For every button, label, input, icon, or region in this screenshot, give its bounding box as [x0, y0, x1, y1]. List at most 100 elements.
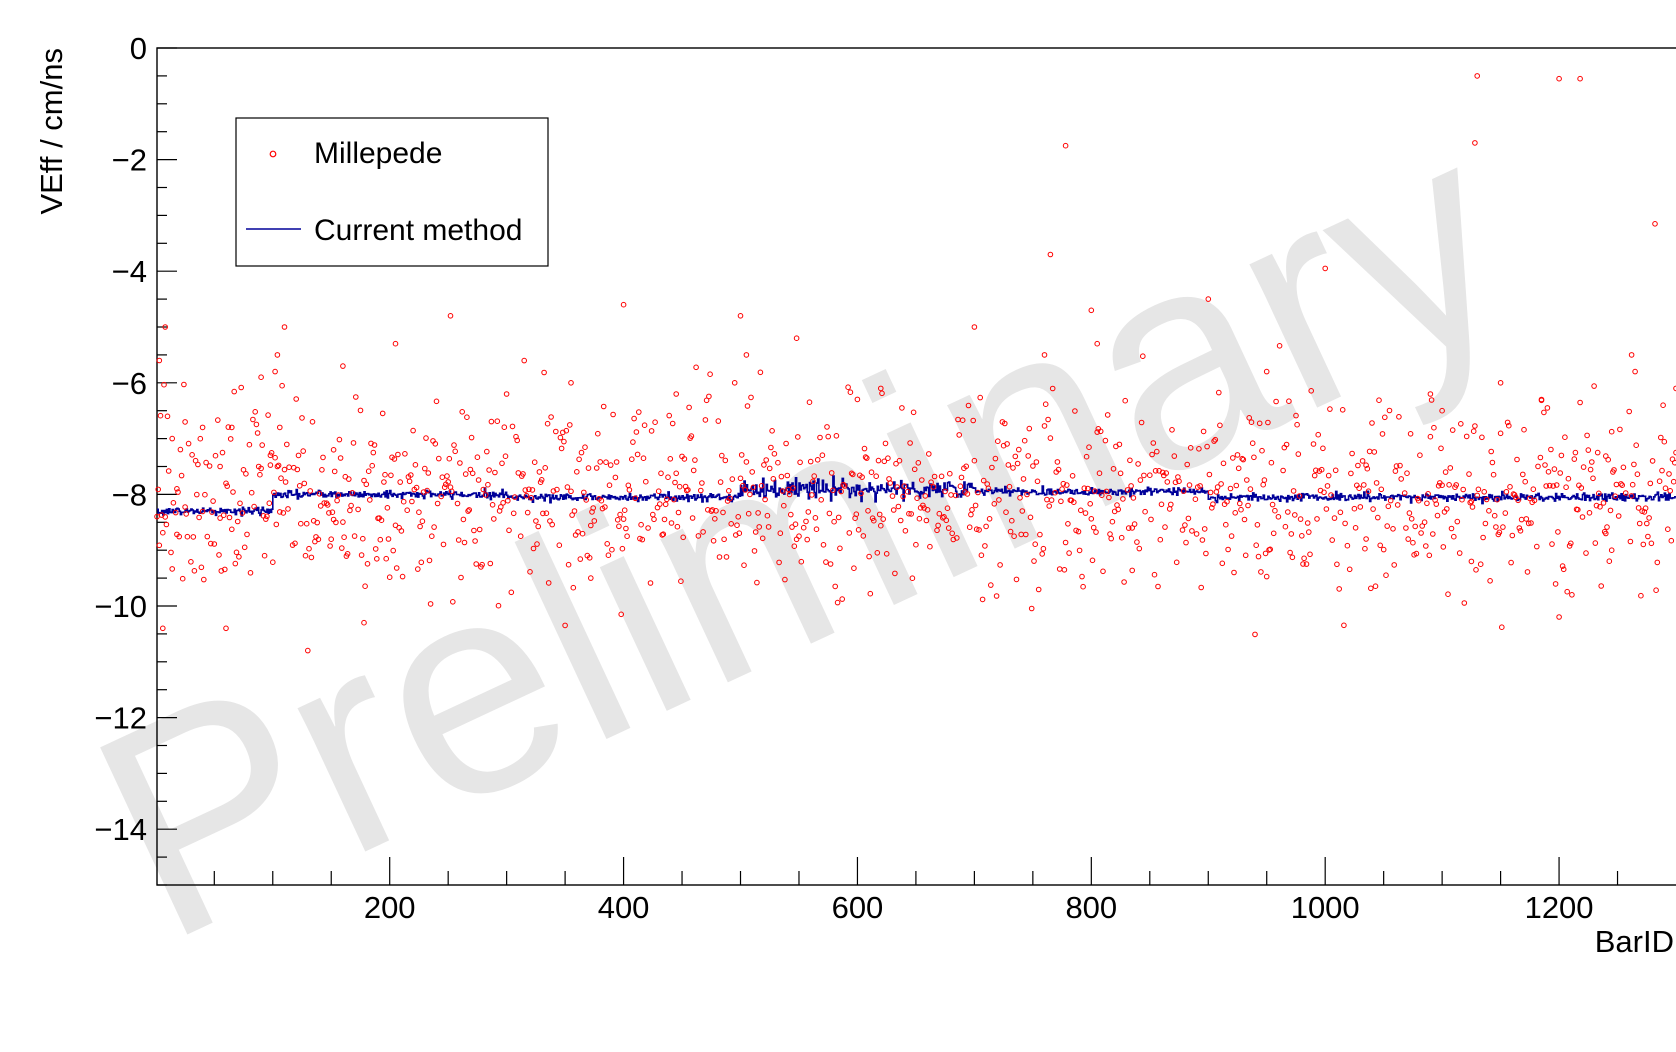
millepede-point [175, 489, 181, 495]
millepede-point [1006, 483, 1013, 490]
millepede-point [1242, 552, 1249, 559]
millepede-point [1263, 368, 1270, 375]
y-tick-label: 0 [130, 31, 147, 66]
millepede-point [1232, 510, 1238, 516]
millepede-point [1483, 496, 1490, 503]
millepede-point [620, 301, 627, 308]
millepede-point [524, 509, 531, 516]
millepede-point [1497, 430, 1504, 437]
millepede-point [936, 510, 943, 517]
millepede-point [1019, 508, 1026, 514]
millepede-point [1521, 426, 1527, 433]
millepede-point [633, 429, 640, 435]
millepede-point [1666, 471, 1672, 477]
millepede-point [299, 415, 305, 421]
millepede-point [1585, 447, 1592, 453]
millepede-point [809, 492, 815, 498]
millepede-point [575, 529, 581, 535]
millepede-point [1299, 533, 1305, 539]
millepede-point [1233, 482, 1240, 489]
millepede-point [1628, 493, 1635, 499]
millepede-point [1116, 441, 1123, 448]
millepede-point [668, 520, 675, 526]
millepede-point [257, 471, 263, 478]
millepede-point [1587, 466, 1594, 473]
millepede-point [163, 521, 170, 528]
millepede-point [189, 452, 195, 458]
millepede-point [1380, 546, 1387, 553]
millepede-point [1252, 631, 1258, 638]
millepede-point [1003, 509, 1009, 516]
millepede-point [1336, 586, 1342, 592]
millepede-point [737, 475, 744, 482]
millepede-point [513, 433, 519, 440]
millepede-point [503, 391, 510, 397]
millepede-point [179, 575, 186, 582]
millepede-point [188, 559, 194, 565]
millepede-point [817, 434, 823, 441]
millepede-point [1198, 584, 1204, 591]
millepede-point [1069, 473, 1076, 479]
millepede-point [1093, 529, 1099, 535]
millepede-point [975, 489, 981, 496]
millepede-point [1209, 505, 1215, 511]
millepede-point [965, 402, 972, 409]
millepede-point [763, 457, 770, 463]
millepede-point [558, 445, 565, 452]
millepede-point [234, 518, 241, 525]
millepede-point [1493, 524, 1499, 530]
millepede-point [1488, 448, 1494, 455]
millepede-point [996, 497, 1002, 503]
millepede-point [1224, 498, 1230, 505]
millepede-point [393, 565, 400, 571]
millepede-point [712, 516, 718, 522]
millepede-point [782, 576, 788, 583]
millepede-point [486, 467, 492, 473]
millepede-point [632, 495, 639, 502]
millepede-point [495, 602, 502, 609]
millepede-point [1405, 536, 1411, 542]
millepede-point [1590, 475, 1596, 482]
legend-millepede-label: Millepede [314, 137, 442, 170]
millepede-point [1301, 555, 1307, 562]
millepede-point [391, 456, 398, 462]
millepede-point [692, 457, 698, 463]
millepede-point [902, 528, 909, 534]
millepede-point [400, 498, 407, 505]
millepede-point [1321, 489, 1327, 496]
millepede-point [923, 517, 930, 524]
millepede-point [1491, 512, 1498, 519]
millepede-point [1163, 470, 1169, 476]
millepede-point [1640, 541, 1647, 548]
millepede-point [1425, 491, 1431, 497]
millepede-point [563, 427, 570, 434]
millepede-point [567, 422, 573, 428]
millepede-point [757, 369, 764, 376]
millepede-point [641, 422, 648, 429]
millepede-point [500, 500, 506, 506]
millepede-point [574, 469, 580, 475]
millepede-point [1206, 471, 1213, 478]
y-axis-title: VEff / cm/ns [34, 48, 69, 215]
millepede-point [660, 531, 667, 538]
millepede-point [1169, 427, 1175, 433]
millepede-point [406, 478, 413, 485]
millepede-point [1515, 497, 1521, 504]
y-tick-label: −8 [112, 477, 147, 512]
millepede-point [824, 424, 830, 430]
millepede-point [1310, 441, 1317, 447]
millepede-point [865, 508, 871, 514]
millepede-point [1451, 533, 1457, 540]
millepede-point [382, 471, 388, 478]
millepede-point [182, 419, 188, 425]
millepede-point [1048, 497, 1055, 503]
millepede-point [1468, 558, 1475, 565]
millepede-point [1313, 467, 1319, 474]
series-current-method-line [157, 475, 1676, 517]
millepede-point [473, 561, 480, 567]
millepede-point [1290, 488, 1297, 494]
millepede-point [1237, 500, 1243, 507]
millepede-point [1261, 477, 1268, 483]
millepede-point [737, 313, 744, 319]
